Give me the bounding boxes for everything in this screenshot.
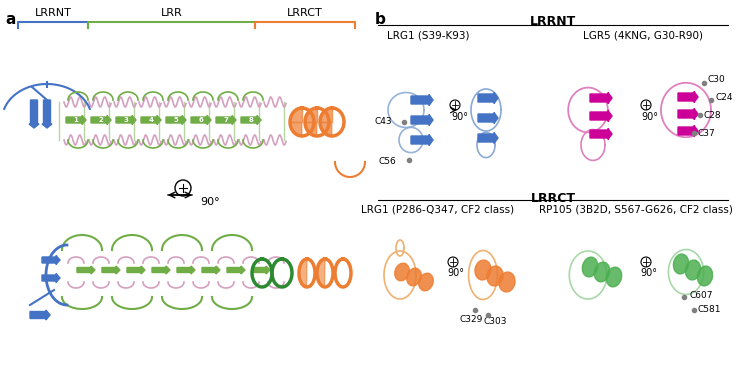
Ellipse shape (582, 257, 598, 277)
Ellipse shape (395, 263, 410, 281)
Text: b: b (375, 12, 386, 27)
Text: RP105 (3B2D, S567-G626, CF2 class): RP105 (3B2D, S567-G626, CF2 class) (539, 205, 733, 215)
FancyArrow shape (678, 92, 698, 103)
FancyArrow shape (227, 266, 245, 274)
Ellipse shape (407, 268, 421, 286)
Text: C329: C329 (459, 315, 483, 324)
Ellipse shape (686, 260, 700, 280)
Text: 90°: 90° (447, 268, 464, 278)
FancyArrow shape (30, 310, 50, 320)
Text: LRRNT: LRRNT (35, 8, 71, 18)
FancyArrow shape (590, 92, 612, 104)
Text: 5: 5 (174, 117, 178, 123)
FancyArrow shape (42, 100, 52, 128)
FancyArrow shape (191, 115, 211, 124)
FancyArrow shape (42, 273, 60, 283)
Text: C37: C37 (698, 128, 716, 138)
FancyArrow shape (141, 115, 161, 124)
FancyArrow shape (478, 112, 498, 123)
FancyArrow shape (478, 132, 498, 143)
FancyArrow shape (411, 95, 433, 105)
FancyArrow shape (590, 111, 612, 122)
Text: C607: C607 (689, 291, 712, 300)
Text: 90°: 90° (200, 197, 220, 207)
Text: LRRNT: LRRNT (530, 15, 576, 28)
Ellipse shape (594, 262, 610, 282)
Text: LRR: LRR (160, 8, 183, 18)
Text: 90°: 90° (640, 268, 657, 278)
FancyArrow shape (116, 115, 136, 124)
FancyArrow shape (102, 266, 120, 274)
Ellipse shape (697, 266, 712, 286)
Ellipse shape (674, 254, 689, 274)
FancyArrow shape (42, 255, 60, 265)
Polygon shape (299, 259, 307, 287)
FancyArrow shape (411, 134, 433, 146)
Text: 4: 4 (148, 117, 154, 123)
Ellipse shape (475, 260, 491, 280)
FancyArrow shape (152, 266, 170, 274)
FancyArrow shape (127, 266, 145, 274)
Text: C43: C43 (375, 118, 392, 127)
FancyArrow shape (590, 128, 612, 139)
FancyArrow shape (411, 115, 433, 126)
FancyArrow shape (678, 126, 698, 137)
Ellipse shape (487, 266, 503, 286)
Text: C24: C24 (716, 93, 734, 103)
Text: LRRCT: LRRCT (287, 8, 323, 18)
FancyArrow shape (678, 108, 698, 119)
Text: LRG1 (S39-K93): LRG1 (S39-K93) (387, 30, 469, 40)
Text: C303: C303 (483, 317, 507, 326)
Ellipse shape (499, 272, 515, 292)
FancyArrow shape (202, 266, 220, 274)
Text: C581: C581 (698, 306, 721, 315)
Text: 6: 6 (199, 117, 203, 123)
Text: C28: C28 (704, 111, 722, 119)
Text: a: a (5, 12, 16, 27)
FancyArrow shape (166, 115, 186, 124)
Text: 7: 7 (223, 117, 229, 123)
FancyArrow shape (478, 92, 498, 104)
FancyArrow shape (66, 115, 86, 124)
Text: LGR5 (4KNG, G30-R90): LGR5 (4KNG, G30-R90) (583, 30, 703, 40)
Text: LRG1 (P286-Q347, CF2 class): LRG1 (P286-Q347, CF2 class) (361, 205, 514, 215)
Text: 3: 3 (124, 117, 128, 123)
FancyArrow shape (91, 115, 111, 124)
Text: 8: 8 (249, 117, 254, 123)
Text: 2: 2 (99, 117, 103, 123)
Text: C56: C56 (378, 158, 396, 166)
Polygon shape (317, 259, 325, 287)
FancyArrow shape (241, 115, 261, 124)
Ellipse shape (606, 267, 622, 287)
Ellipse shape (418, 273, 433, 291)
FancyArrow shape (177, 266, 195, 274)
FancyArrow shape (216, 115, 236, 124)
Text: LRRCT: LRRCT (531, 192, 576, 205)
Text: 1: 1 (73, 117, 79, 123)
Text: C30: C30 (708, 76, 726, 85)
FancyArrow shape (252, 266, 270, 274)
FancyArrow shape (77, 266, 95, 274)
Text: 90°: 90° (451, 112, 468, 122)
FancyArrow shape (29, 100, 39, 128)
Text: 90°: 90° (641, 112, 658, 122)
